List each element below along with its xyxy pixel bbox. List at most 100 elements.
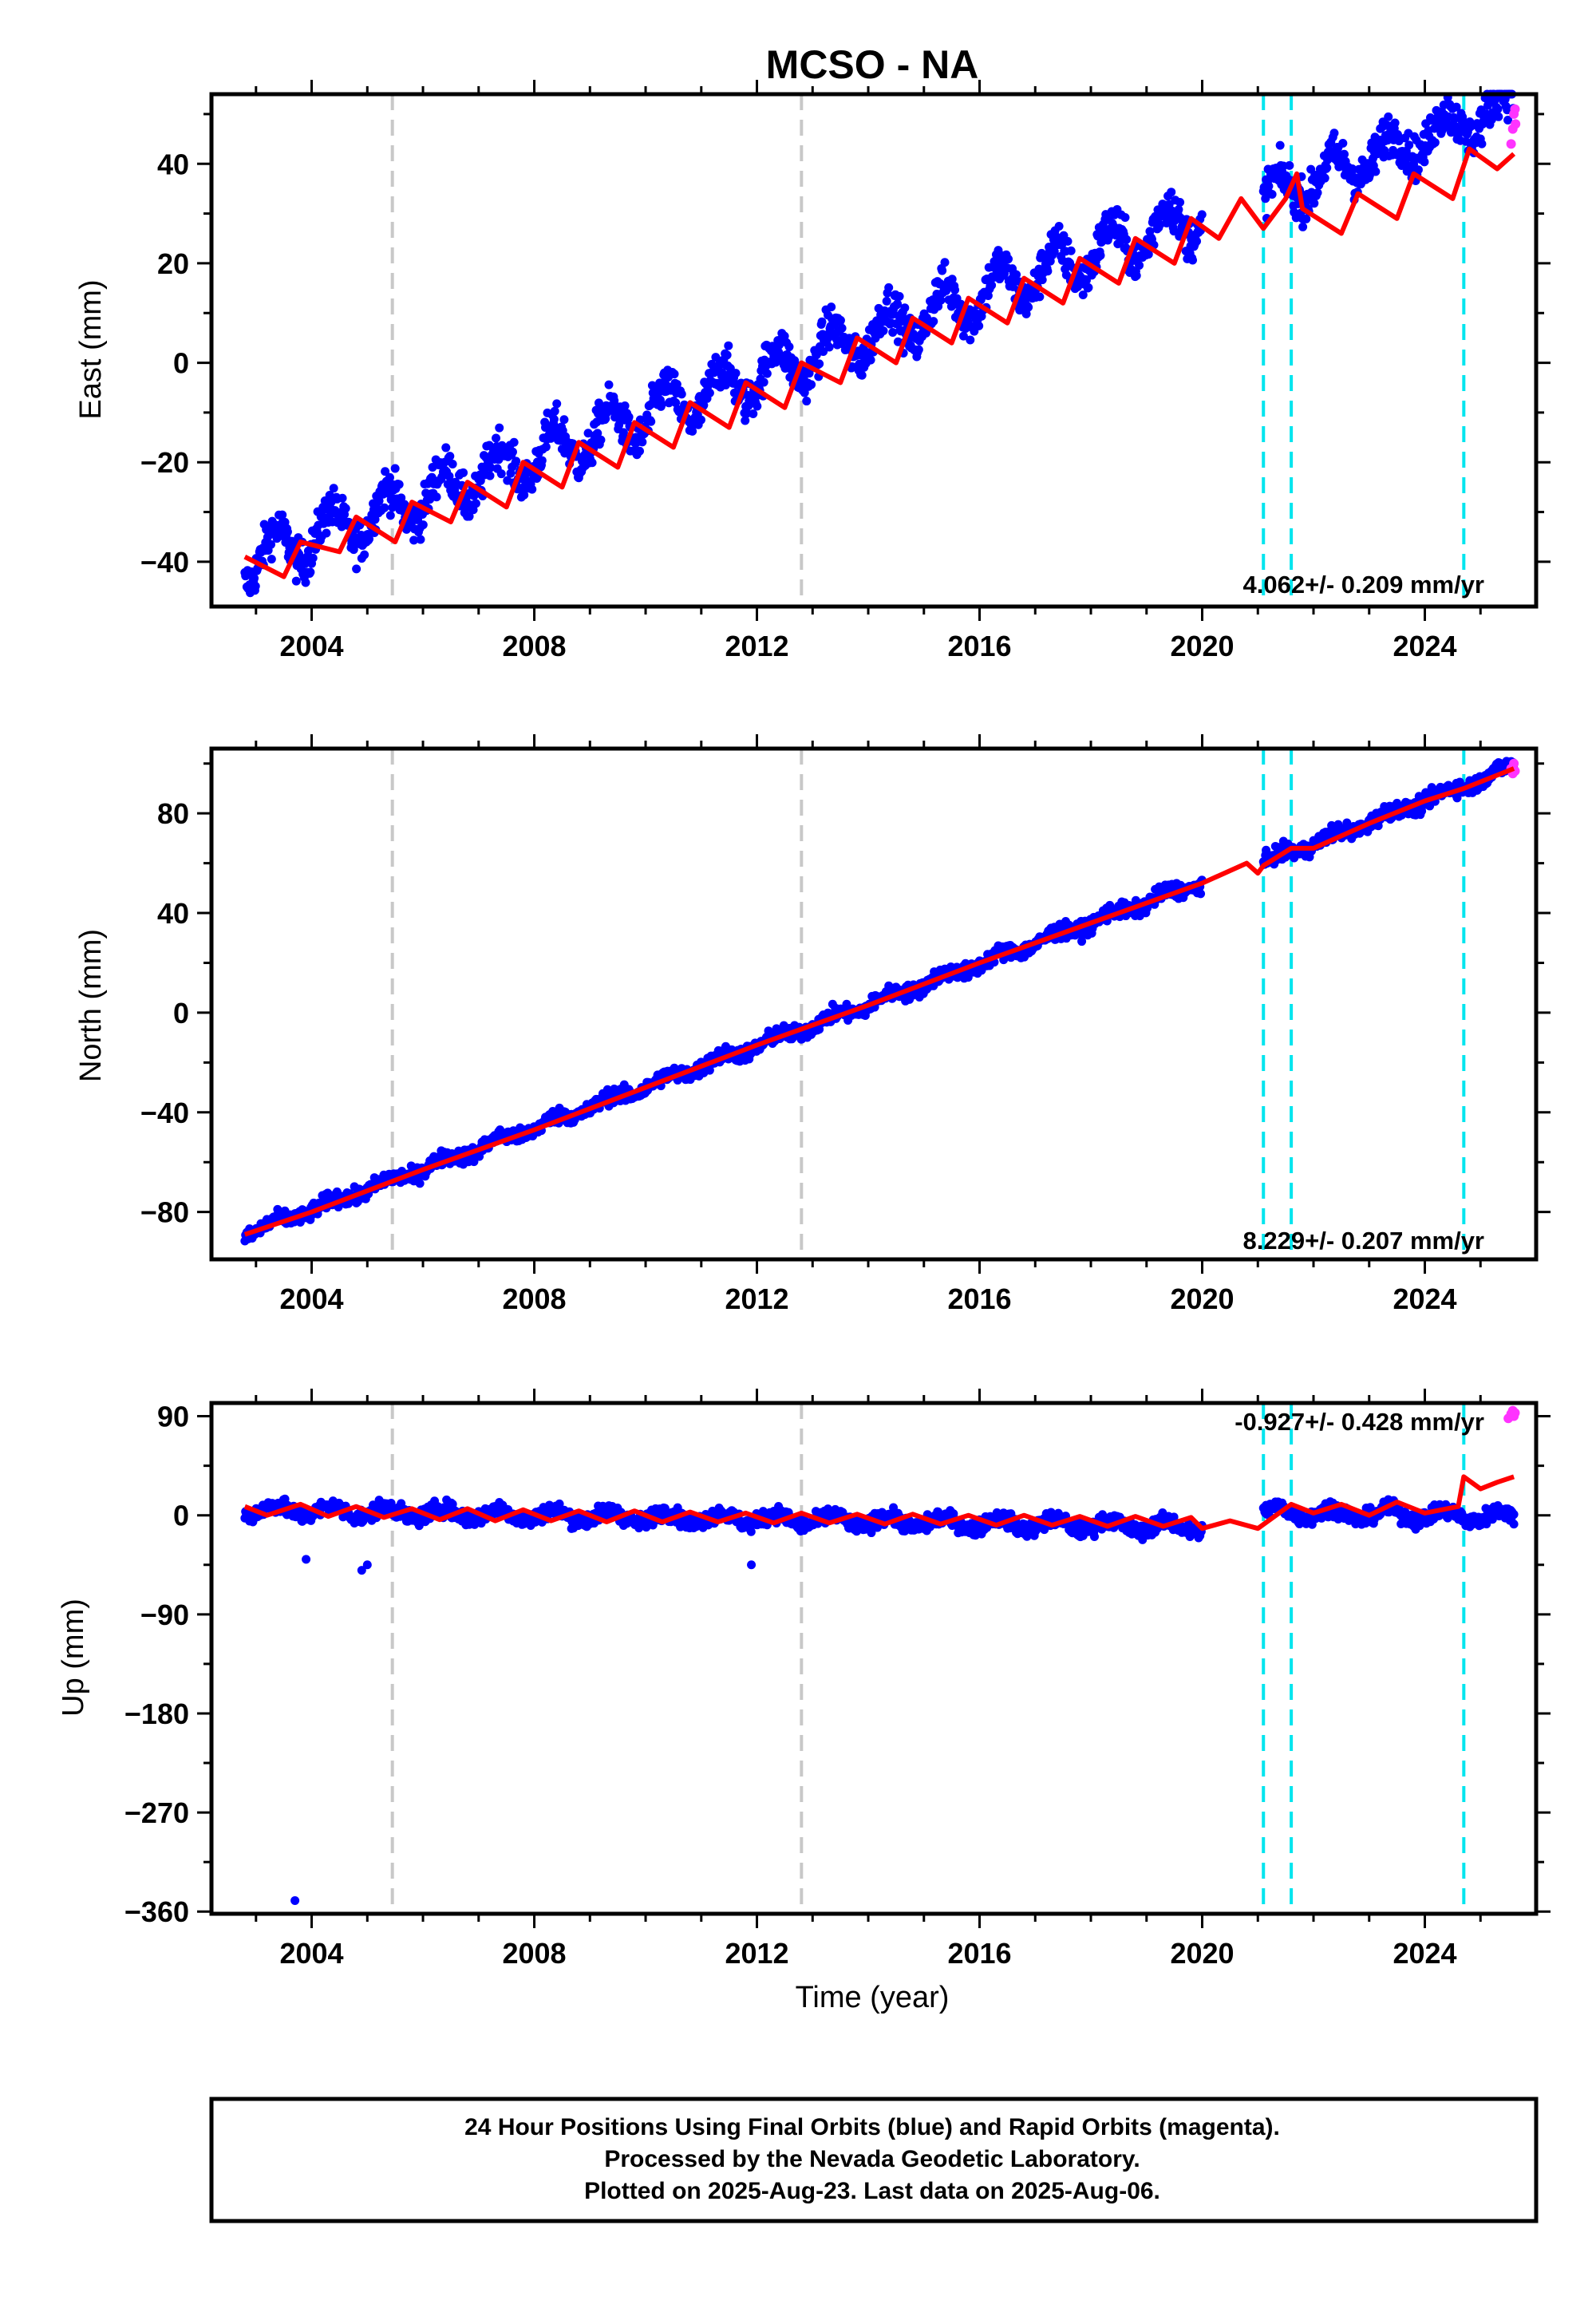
east-final-point <box>1420 157 1429 167</box>
east-final-point <box>459 468 468 477</box>
east-final-point <box>784 342 794 352</box>
east-final-point <box>370 515 380 524</box>
east-final-point <box>817 317 827 326</box>
east-final-point <box>987 280 997 290</box>
rate-label-north: 8.229+/- 0.207 mm/yr <box>1243 1227 1484 1255</box>
east-final-point <box>385 511 395 520</box>
north-y-tick-label-2: 0 <box>173 997 189 1030</box>
east-final-point <box>1267 190 1277 200</box>
east-final-point <box>741 416 750 425</box>
east-final-point <box>291 576 301 586</box>
east-final-point <box>638 437 647 447</box>
east-x-tick-label-4: 2020 <box>1170 630 1234 662</box>
east-final-point <box>250 573 259 583</box>
east-final-point <box>802 397 812 406</box>
east-final-point <box>749 409 758 419</box>
east-final-point <box>807 380 816 389</box>
east-final-point <box>1004 255 1013 264</box>
east-final-point <box>950 285 960 294</box>
east-final-point <box>1012 270 1021 279</box>
east-final-point <box>541 442 551 452</box>
y-axis-label-north: North (mm) <box>74 929 108 1082</box>
east-final-point <box>774 347 784 357</box>
east-final-point <box>322 528 331 538</box>
east-final-point <box>338 493 347 503</box>
east-final-point <box>385 472 394 482</box>
east-final-point <box>1430 138 1440 148</box>
east-final-point <box>432 492 441 502</box>
east-final-point <box>1192 236 1202 246</box>
east-rapid-point-3 <box>1510 104 1520 114</box>
east-final-point <box>1197 210 1207 219</box>
east-final-point <box>866 355 875 365</box>
east-final-point <box>1078 290 1088 300</box>
east-final-point <box>657 400 666 409</box>
north-x-tick-label-0: 2004 <box>279 1282 343 1315</box>
east-final-point <box>672 380 681 389</box>
east-final-point <box>593 429 602 438</box>
north-final-point <box>1196 889 1206 899</box>
east-final-point <box>707 359 717 369</box>
east-final-point <box>724 341 733 350</box>
east-final-point <box>352 564 361 574</box>
east-rapid-point-0 <box>1506 139 1516 149</box>
east-final-point <box>879 326 888 335</box>
east-final-point <box>1063 236 1073 246</box>
east-final-point <box>1322 163 1332 172</box>
east-final-point <box>1120 213 1130 223</box>
east-y-tick-label-3: 20 <box>157 247 189 280</box>
east-final-point <box>1340 149 1349 159</box>
east-final-point <box>418 520 428 530</box>
east-final-point <box>583 429 593 438</box>
east-final-point <box>1310 199 1319 208</box>
east-y-tick-label-1: −20 <box>140 446 189 479</box>
east-final-point <box>762 369 772 378</box>
east-final-point <box>266 539 275 549</box>
east-final-point <box>282 527 292 536</box>
rate-label-east: 4.062+/- 0.209 mm/yr <box>1243 571 1484 599</box>
east-final-point <box>837 323 847 333</box>
east-final-point <box>559 415 569 425</box>
figure-title: MCSO - NA <box>766 42 979 87</box>
north-x-tick-label-2: 2012 <box>725 1282 788 1315</box>
east-final-point <box>914 345 923 354</box>
east-final-point <box>394 480 404 489</box>
east-final-point <box>884 283 894 292</box>
east-final-point <box>646 417 656 426</box>
east-final-point <box>1338 139 1348 148</box>
east-final-point <box>306 567 315 577</box>
east-final-point <box>983 291 993 301</box>
east-final-point <box>1122 235 1132 244</box>
east-final-point <box>441 443 451 453</box>
east-final-point <box>670 370 679 379</box>
east-final-point <box>958 331 968 341</box>
east-final-point <box>549 414 559 424</box>
east-final-point <box>1264 181 1274 191</box>
east-final-point <box>827 302 836 312</box>
east-final-point <box>1302 214 1311 223</box>
east-final-point <box>495 423 504 433</box>
east-final-point <box>1132 271 1141 280</box>
east-final-point <box>900 303 910 313</box>
east-final-point <box>1054 222 1064 231</box>
north-y-tick-label-1: −40 <box>140 1097 189 1129</box>
east-y-tick-label-0: −40 <box>140 546 189 579</box>
east-final-point <box>448 460 457 469</box>
east-final-point <box>308 553 318 563</box>
east-final-point <box>895 291 904 301</box>
east-x-tick-label-0: 2004 <box>279 630 343 662</box>
east-final-point <box>940 258 950 267</box>
east-final-point <box>974 321 984 330</box>
east-final-point <box>471 499 480 508</box>
north-y-tick-label-3: 40 <box>157 897 189 930</box>
east-final-point <box>635 446 645 456</box>
east-final-point <box>671 398 681 408</box>
east-final-point <box>1371 167 1381 176</box>
east-final-point <box>1494 112 1503 121</box>
east-final-point <box>824 342 834 352</box>
east-final-point <box>1285 160 1294 170</box>
east-final-point <box>251 582 260 591</box>
east-final-point <box>1167 188 1176 197</box>
east-final-point <box>278 510 287 520</box>
